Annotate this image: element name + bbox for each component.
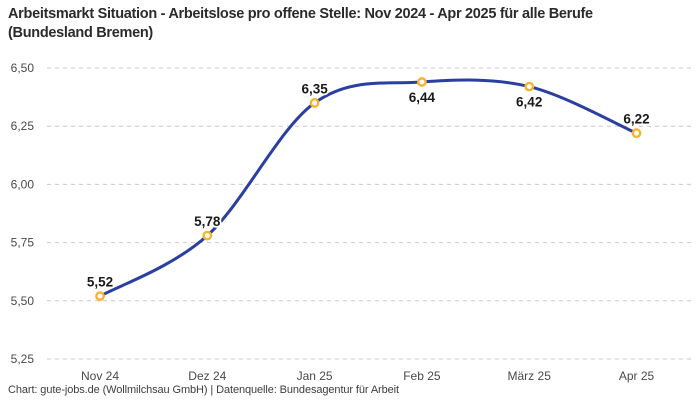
y-tick-label: 6,00	[11, 177, 35, 191]
y-tick-label: 6,50	[11, 61, 35, 75]
line-series	[98, 78, 638, 298]
x-tick-label: Jan 25	[297, 369, 333, 383]
data-point-marker[interactable]	[524, 81, 535, 92]
data-point-label: 5,78	[194, 214, 221, 229]
chart-footer: Chart: gute-jobs.de (Wollmilchsau GmbH) …	[8, 384, 399, 396]
x-tick-label: Apr 25	[619, 369, 655, 383]
data-point-label: 6,35	[301, 81, 328, 96]
x-tick-label: März 25	[508, 369, 552, 383]
data-point-marker[interactable]	[309, 98, 320, 108]
y-tick-label: 5,75	[11, 236, 35, 250]
data-point-marker[interactable]	[202, 230, 213, 241]
data-point-label: 6,42	[516, 95, 542, 110]
data-point-marker[interactable]	[416, 77, 427, 87]
data-point-marker[interactable]	[631, 128, 642, 139]
y-tick-label: 5,25	[11, 352, 35, 366]
chart-title: Arbeitsmarkt Situation - Arbeitslose pro…	[8, 6, 593, 41]
y-tick-label: 6,25	[11, 119, 35, 133]
x-tick-label: Dez 24	[188, 369, 226, 383]
data-point-marker[interactable]	[95, 291, 105, 302]
x-tick-label: Feb 25	[403, 369, 441, 383]
y-tick-label: 5,50	[11, 294, 35, 308]
x-tick-label: Nov 24	[81, 369, 119, 383]
data-point-label: 5,52	[87, 275, 113, 290]
data-point-label: 6,22	[623, 112, 649, 127]
data-point-label: 6,44	[409, 90, 436, 105]
